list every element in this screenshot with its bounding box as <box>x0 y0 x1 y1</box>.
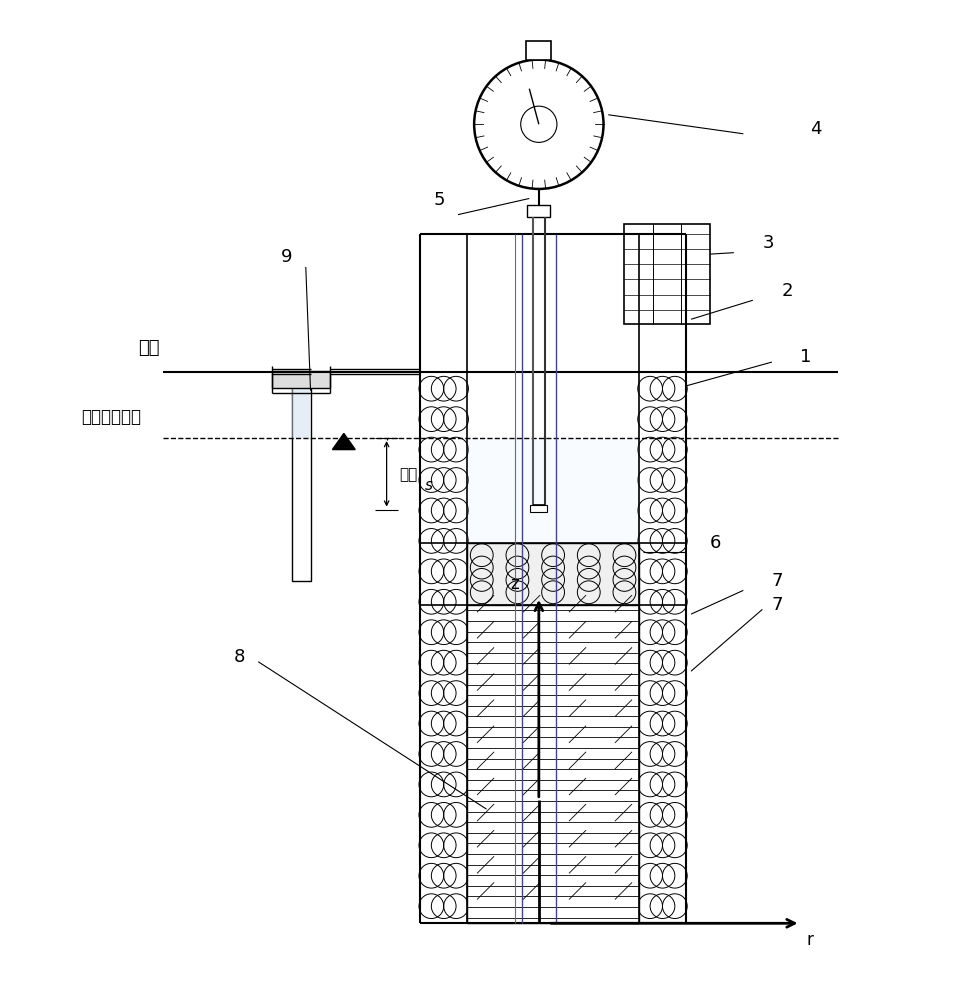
Text: s: s <box>424 478 433 493</box>
Text: 7: 7 <box>771 596 782 614</box>
Text: 5: 5 <box>433 191 444 209</box>
Text: 降深: 降深 <box>398 467 416 482</box>
Bar <box>273 371 329 388</box>
Bar <box>467 605 639 923</box>
Text: 2: 2 <box>781 282 792 300</box>
Text: 1: 1 <box>800 348 811 366</box>
Text: 地表: 地表 <box>138 339 159 357</box>
Text: 6: 6 <box>709 534 720 552</box>
Polygon shape <box>332 433 355 450</box>
Text: 稳定地下水位: 稳定地下水位 <box>81 408 141 426</box>
Text: 9: 9 <box>281 248 293 266</box>
Bar <box>527 205 550 217</box>
Bar <box>530 505 547 512</box>
Bar <box>467 438 639 543</box>
Text: 7: 7 <box>771 572 782 590</box>
Bar <box>293 372 310 438</box>
Text: 8: 8 <box>233 648 245 666</box>
Text: 3: 3 <box>761 234 773 252</box>
Bar <box>526 41 551 60</box>
Text: z: z <box>510 575 518 593</box>
Text: r: r <box>805 931 813 949</box>
Bar <box>624 224 709 324</box>
Bar <box>467 543 639 605</box>
Bar <box>292 372 311 581</box>
Text: 4: 4 <box>809 120 821 138</box>
